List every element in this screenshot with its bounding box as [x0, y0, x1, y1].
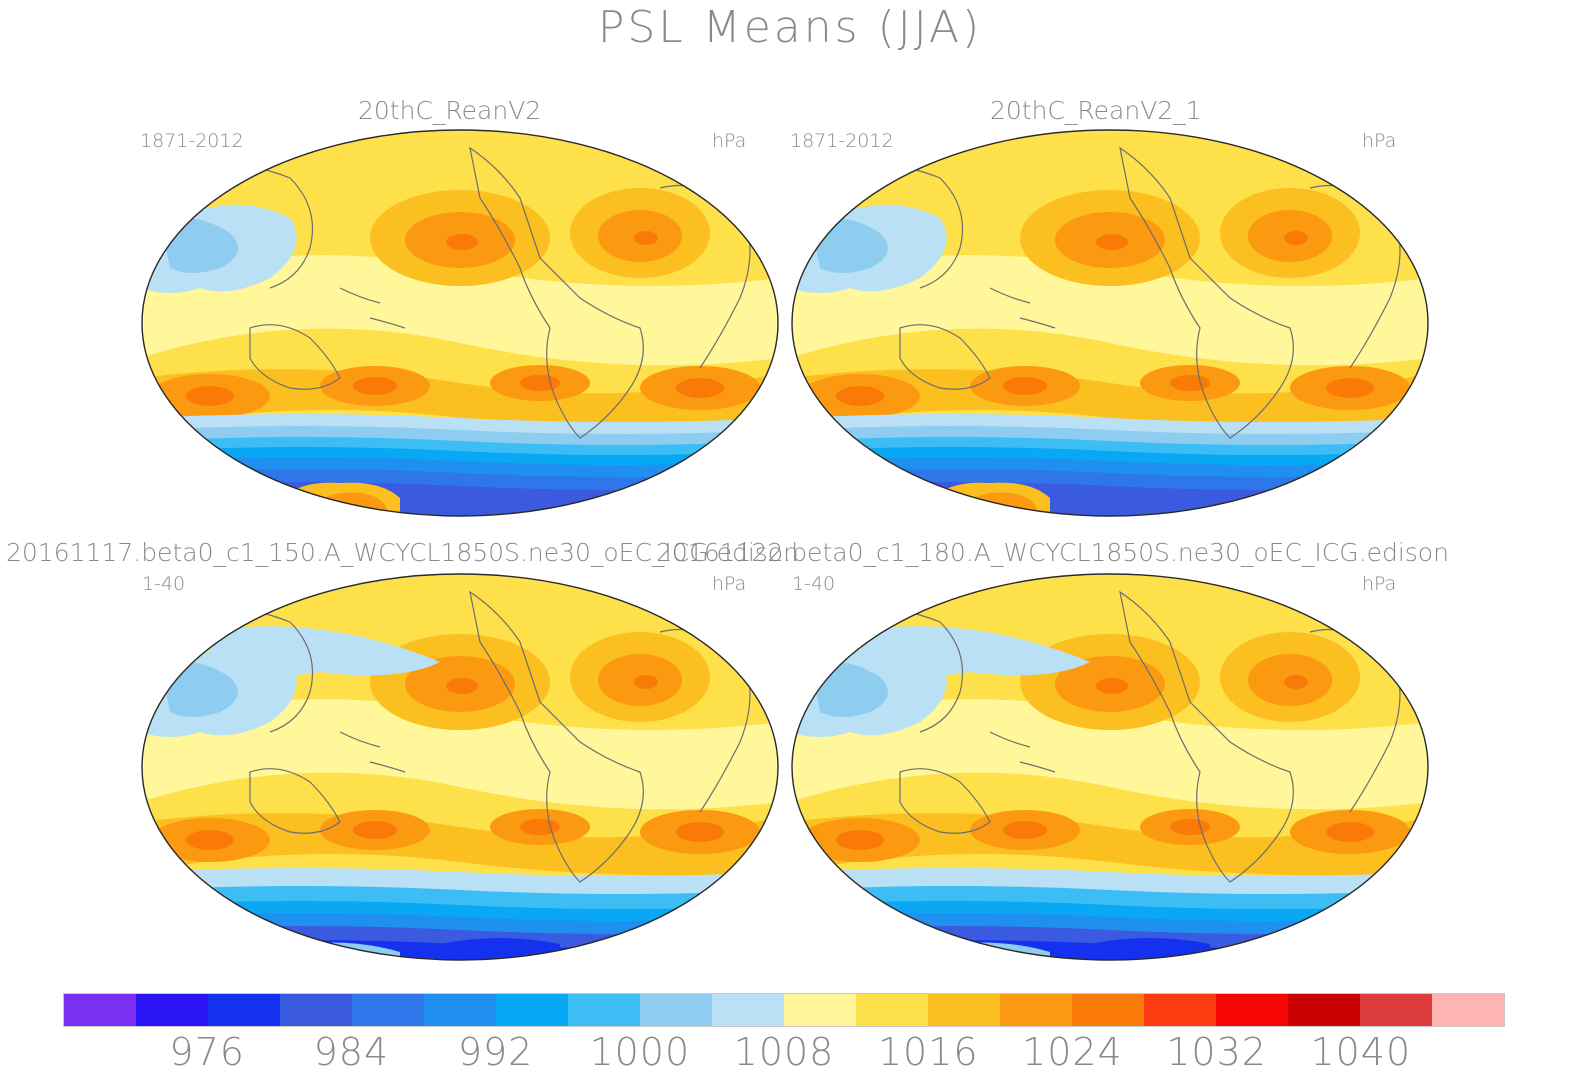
pressure-high-core: [836, 386, 884, 406]
coastline: [899, 768, 991, 834]
map-frame: [791, 129, 1429, 517]
pressure-high-core: [676, 378, 724, 398]
colorbar-swatch: [136, 994, 208, 1026]
azores-high-center: [1284, 675, 1308, 689]
field-band: [792, 813, 1428, 876]
coastline: [1119, 146, 1294, 439]
field-band: [142, 813, 778, 876]
field-band: [142, 699, 778, 810]
southern-ocean-band: [792, 482, 1428, 516]
panel-title-2: 20thC_ReanV2_1: [990, 96, 1202, 125]
coastline: [899, 324, 991, 390]
coastline: [469, 590, 644, 883]
colorbar-swatch: [640, 994, 712, 1026]
southern-ocean-band: [142, 482, 778, 516]
map-panel-2: [791, 129, 1429, 517]
pressure-high-core: [1326, 378, 1374, 398]
colorbar-tick-label: 992: [457, 1030, 534, 1074]
field-band: [142, 255, 778, 366]
coastline: [469, 146, 644, 439]
pressure-high-core: [520, 374, 560, 392]
field-band: [792, 699, 1428, 810]
colorbar-tick-label: 976: [169, 1030, 245, 1074]
panel-title-4: 20161122.beta0_c1_180.A_WCYCL1850S.ne30_…: [656, 538, 1449, 567]
map-frame: [141, 573, 779, 961]
panel-period-4: 1-40: [792, 573, 836, 595]
coastline: [339, 731, 406, 773]
panel-title-1: 20thC_ReanV2: [358, 96, 542, 125]
panel-period-1: 1871-2012: [140, 130, 244, 152]
map-panel-3: [141, 573, 779, 961]
colorbar-swatch: [1144, 994, 1216, 1026]
panel-title-3: 20161117.beta0_c1_150.A_WCYCL1850S.ne30_…: [6, 538, 799, 567]
pressure-high-core: [1326, 822, 1374, 842]
pressure-high-core: [520, 818, 560, 836]
asian-low-extent: [200, 626, 440, 677]
pressure-high-core: [1003, 377, 1047, 395]
panel-period-2: 1871-2012: [790, 130, 894, 152]
pressure-high-core: [353, 821, 397, 839]
coastline: [989, 731, 1056, 773]
colorbar-swatch: [712, 994, 784, 1026]
colorbar-tick-label: 984: [313, 1030, 390, 1074]
colorbar-swatch: [784, 994, 856, 1026]
colorbar-swatch: [1432, 994, 1504, 1026]
coastline: [249, 324, 341, 390]
map-panel-1: [141, 129, 779, 517]
field-band: [792, 255, 1428, 366]
coastline: [989, 287, 1056, 329]
panel-units-3: hPa: [712, 573, 747, 595]
pressure-high-core: [1003, 821, 1047, 839]
colorbar-swatch: [1216, 994, 1288, 1026]
pressure-high-core: [353, 377, 397, 395]
pressure-high-core: [1170, 818, 1210, 836]
pacific-high-center: [446, 678, 478, 694]
map-panel-4: [791, 573, 1429, 961]
coastline: [249, 768, 341, 834]
pacific-high-center: [1096, 678, 1128, 694]
pressure-high-core: [1170, 374, 1210, 392]
colorbar-tick-label: 1032: [1166, 1030, 1267, 1074]
colorbar-swatch: [64, 994, 136, 1026]
colorbar-tick-label: 1040: [1310, 1030, 1412, 1074]
azores-high-center: [1284, 231, 1308, 245]
panel-units-4: hPa: [1362, 573, 1397, 595]
azores-high-center: [634, 231, 658, 245]
colorbar-swatch: [1288, 994, 1360, 1026]
panel-units-1: hPa: [712, 130, 747, 152]
pacific-high-center: [1096, 234, 1128, 250]
colorbar-swatch: [496, 994, 568, 1026]
field-band: [142, 369, 778, 432]
map-frame: [141, 129, 779, 517]
pressure-high-core: [186, 386, 234, 406]
panel-units-2: hPa: [1362, 130, 1397, 152]
colorbar-swatch: [352, 994, 424, 1026]
pacific-high-center: [446, 234, 478, 250]
colorbar-swatch: [856, 994, 928, 1026]
colorbar-swatch: [424, 994, 496, 1026]
pressure-high-core: [676, 822, 724, 842]
coastline: [1119, 590, 1294, 883]
colorbar-tick-label: 1000: [589, 1030, 691, 1074]
figure-title: PSL Means (JJA): [597, 2, 983, 53]
pressure-high-core: [836, 830, 884, 850]
colorbar-swatch: [208, 994, 280, 1026]
colorbar-swatch: [928, 994, 1000, 1026]
colorbar-swatch: [1072, 994, 1144, 1026]
colorbar-tick-label: 1024: [1022, 1030, 1123, 1074]
colorbar-tick-label: 1016: [877, 1030, 979, 1074]
colorbar: [63, 993, 1505, 1027]
pressure-high-core: [186, 830, 234, 850]
map-frame: [791, 573, 1429, 961]
field-band: [792, 369, 1428, 432]
colorbar-swatch: [1000, 994, 1072, 1026]
asian-low-extent: [850, 626, 1090, 677]
colorbar-swatch: [568, 994, 640, 1026]
colorbar-tick-label: 1008: [733, 1030, 835, 1074]
coastline: [339, 287, 406, 329]
colorbar-swatch: [1360, 994, 1432, 1026]
panel-period-3: 1-40: [142, 573, 186, 595]
colorbar-swatch: [280, 994, 352, 1026]
azores-high-center: [634, 675, 658, 689]
